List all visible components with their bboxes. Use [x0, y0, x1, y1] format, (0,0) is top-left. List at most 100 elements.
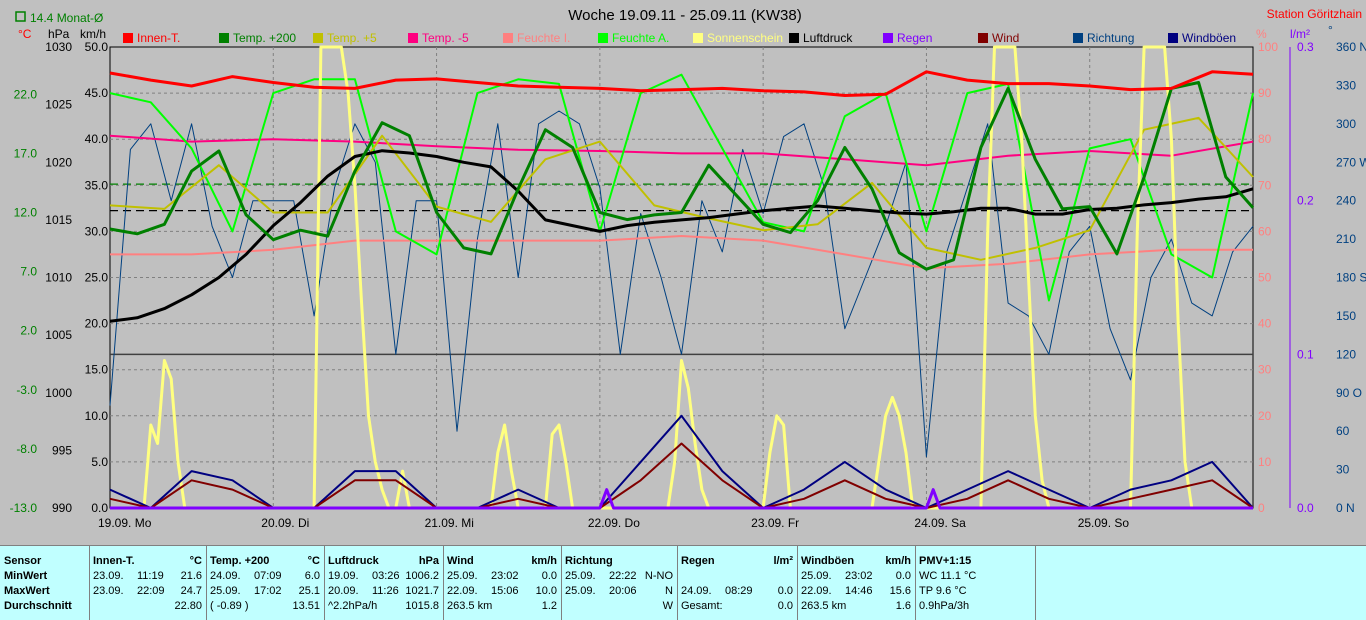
series-line-innen-t- — [109, 70, 1254, 97]
row-label: Sensor — [4, 554, 85, 569]
tick-humidity: 30 — [1258, 363, 1272, 377]
tick-direction: 180 S — [1336, 271, 1366, 285]
row-label-text: MinWert — [4, 570, 48, 582]
axis-unit-wind: km/h — [80, 27, 106, 41]
weather-chart: Woche 19.09.11 - 25.09.11 (KW38) Station … — [10, 7, 1366, 530]
series-line-feuchte-a- — [109, 73, 1254, 302]
table-column: Luftdruck hPa 19.09. 03:26 1006.2 20.09. 11:26… — [324, 546, 444, 620]
axis-unit-rain: l/m² — [1290, 27, 1310, 41]
row-avg: 0.9hPa/3h — [919, 599, 1031, 614]
tick-pressure: 1010 — [45, 271, 72, 285]
column-header: Windböen km/h — [801, 554, 911, 569]
cell-value: 24.7 — [180, 585, 202, 597]
tick-direction: 330 — [1336, 78, 1356, 92]
tick-wind: 5.0 — [91, 455, 108, 469]
cell-avg-left: 263.5 km — [801, 600, 847, 612]
legend-swatch — [978, 33, 988, 43]
column-header: Wind km/h — [447, 554, 557, 569]
column-title: Regen — [681, 555, 715, 567]
table-column: Temp. +200 °C 24.09. 07:09 6.0 25.09. 17:02 25.… — [206, 546, 325, 620]
cell-value: 0.0 — [895, 570, 911, 582]
cell-value: 0.0 — [541, 570, 557, 582]
cell-value: 6.0 — [304, 570, 320, 582]
tick-direction: 0 N — [1336, 501, 1355, 515]
column-header: Innen-T. °C — [93, 554, 202, 569]
tick-humidity: 80 — [1258, 132, 1272, 146]
table-column: PMV+1:15 WC 11.1 °C TP 9.6 °C 0.9hPa/3h — [915, 546, 1036, 620]
cell-date: 23.09. — [93, 585, 124, 597]
column-title: Wind — [447, 555, 474, 567]
column-unit: km/h — [531, 555, 557, 567]
series-line-richtung — [109, 110, 1254, 458]
legend-label: Richtung — [1087, 31, 1134, 45]
legend-label: Wind — [992, 31, 1019, 45]
tick-pressure: 1020 — [45, 155, 72, 169]
row-avg: 263.5 km 1.6 — [801, 599, 911, 614]
legend-label: Windböen — [1182, 31, 1236, 45]
tick-pressure: 995 — [52, 443, 72, 457]
cell-time: 07:09 — [254, 570, 282, 582]
legend-label: Luftdruck — [803, 31, 853, 45]
row-max: TP 9.6 °C — [919, 584, 1031, 599]
row-max: 22.09. 15:06 10.0 — [447, 584, 557, 599]
legend-swatch — [598, 33, 608, 43]
legend-swatch — [408, 33, 418, 43]
statistics-table: Sensor MinWert MaxWert Durchschnitt Innen-T.… — [0, 545, 1366, 620]
x-day-label: 22.09. Do — [588, 516, 640, 530]
legend-swatch — [123, 33, 133, 43]
tick-rain: 0.3 — [1297, 40, 1314, 54]
tick-rain: 0.2 — [1297, 194, 1314, 208]
cell-avg-value: 1.2 — [541, 600, 557, 612]
monthly-avg-icon — [15, 11, 26, 22]
cell-value: 15.6 — [889, 585, 911, 597]
tick-wind: 25.0 — [85, 271, 109, 285]
legend-label: Feuchte A. — [612, 31, 669, 45]
tick-humidity: 100 — [1258, 40, 1278, 54]
legend-swatch — [883, 33, 893, 43]
table-column: Wind km/h 25.09. 23:02 0.0 22.09. 15:06 10.0 263… — [443, 546, 562, 620]
cell-date: 25.09. — [801, 570, 832, 582]
tick-rain: 0.1 — [1297, 347, 1314, 361]
cell-value: 1021.7 — [405, 585, 439, 597]
column-title: Temp. +200 — [210, 555, 270, 567]
tick-direction: 150 — [1336, 309, 1356, 323]
row-max: 24.09. 08:29 0.0 — [681, 584, 793, 599]
tick-direction: 30 — [1336, 463, 1350, 477]
series-line-temp-200 — [109, 81, 1255, 271]
legend-label: Innen-T. — [137, 31, 180, 45]
tick-temp: 22.0 — [14, 87, 38, 101]
cell-time: 22:22 — [609, 570, 637, 582]
row-min: 25.09. 23:02 0.0 — [447, 569, 557, 584]
cell-time: 11:19 — [137, 570, 164, 582]
legend-label: Temp. +200 — [233, 31, 296, 45]
cell-date: 23.09. — [93, 570, 124, 582]
legend-swatch — [789, 33, 799, 43]
cell-value: 1006.2 — [405, 570, 439, 582]
tick-pressure: 1005 — [45, 328, 72, 342]
cell-time: 14:46 — [845, 585, 873, 597]
tick-humidity: 0 — [1258, 501, 1265, 515]
cell-avg-value: 22.80 — [174, 600, 202, 612]
tick-direction: 120 — [1336, 347, 1356, 361]
tick-temp: -3.0 — [16, 383, 37, 397]
column-title: Richtung — [565, 555, 613, 567]
row-min: 25.09. 23:02 0.0 — [801, 569, 911, 584]
column-title: Innen-T. — [93, 555, 135, 567]
row-min: 25.09. 22:22 N-NO — [565, 569, 673, 584]
cell-time: 23:02 — [845, 570, 873, 582]
tick-wind: 20.0 — [85, 317, 109, 331]
row-avg: 22.80 — [93, 599, 202, 614]
tick-humidity: 40 — [1258, 317, 1272, 331]
cell-avg-left: 263.5 km — [447, 600, 493, 612]
legend-swatch — [313, 33, 323, 43]
tick-direction: 240 — [1336, 194, 1356, 208]
tick-humidity: 90 — [1258, 86, 1272, 100]
cell-date: 22.09. — [801, 585, 832, 597]
cell-avg-value: W — [662, 600, 673, 612]
row-label: Durchschnitt — [4, 599, 85, 614]
x-day-label: 19.09. Mo — [98, 516, 152, 530]
cell-avg-value: 1.6 — [895, 600, 911, 612]
row-min: 23.09. 11:19 21.6 — [93, 569, 202, 584]
cell-avg-value: 0.0 — [777, 600, 793, 612]
cell-date: WC 11.1 °C — [919, 570, 977, 582]
